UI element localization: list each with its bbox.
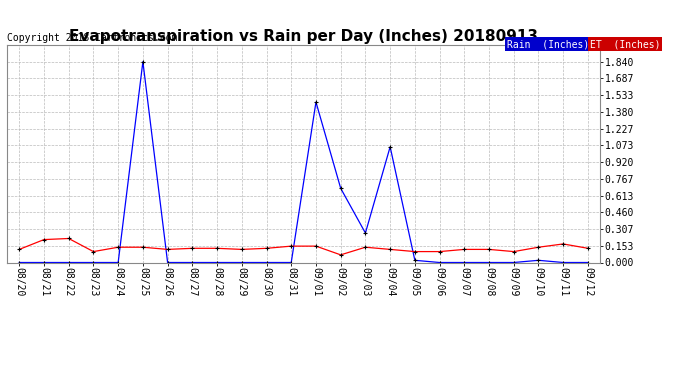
Text: ET  (Inches): ET (Inches) — [590, 39, 660, 50]
Text: Copyright 2018 Cartronics.com: Copyright 2018 Cartronics.com — [7, 33, 177, 43]
Text: Rain  (Inches): Rain (Inches) — [507, 39, 589, 50]
Title: Evapotranspiration vs Rain per Day (Inches) 20180913: Evapotranspiration vs Rain per Day (Inch… — [69, 29, 538, 44]
